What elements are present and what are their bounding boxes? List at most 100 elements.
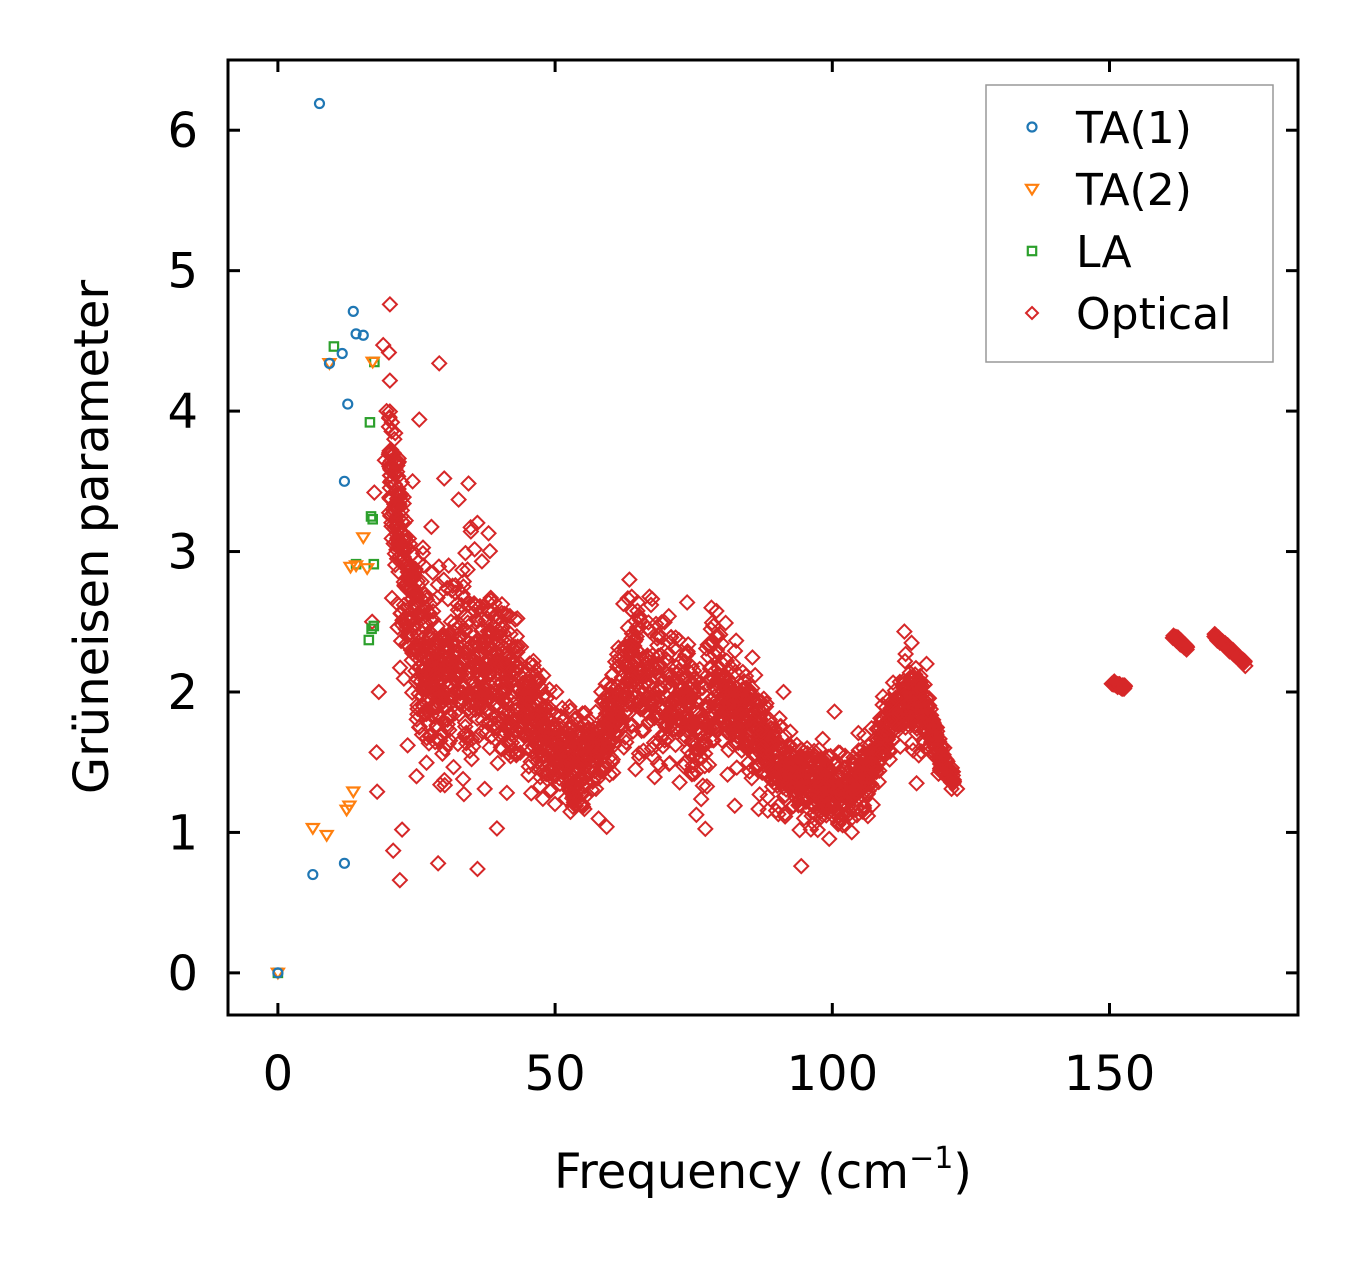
optical-point (648, 630, 666, 647)
ta2-point (304, 822, 321, 836)
optical-point (501, 674, 519, 692)
optical-point (363, 613, 381, 631)
optical-point (386, 556, 404, 574)
optical-point (649, 637, 666, 654)
y-axis-label: Grüneisen parameter (64, 280, 120, 795)
optical-point (765, 720, 783, 737)
optical-point (388, 500, 405, 518)
optical-point (434, 632, 452, 649)
optical-point (692, 748, 710, 765)
optical-point (642, 596, 660, 614)
optical-point (446, 671, 463, 689)
optical-point (543, 721, 560, 739)
optical-point (424, 564, 442, 581)
optical-point (616, 652, 634, 670)
optical-point (910, 678, 928, 695)
ta2-point (345, 786, 362, 800)
x-axis-label: Frequency (cm−1) (554, 1141, 972, 1200)
optical-point (470, 727, 488, 745)
optical-point (661, 634, 679, 651)
optical-point (509, 638, 527, 656)
optical-point (855, 797, 873, 815)
optical-point (402, 641, 420, 659)
optical-point (393, 616, 411, 634)
optical-point (381, 295, 399, 313)
optical-point (589, 744, 607, 762)
optical-point (874, 696, 892, 714)
optical-point (370, 683, 388, 701)
optical-point (442, 613, 460, 631)
la-point (328, 341, 340, 352)
optical-point (487, 606, 505, 624)
optical-point (685, 715, 703, 733)
optical-point (525, 652, 542, 670)
optical-point (418, 705, 435, 723)
optical-point (457, 724, 475, 742)
optical-point (514, 676, 532, 694)
optical-point (825, 808, 843, 826)
optical-point (626, 612, 644, 630)
optical-point (622, 656, 639, 674)
optical-point (564, 798, 582, 816)
optical-point (512, 638, 530, 656)
optical-point (787, 756, 805, 774)
optical-point (661, 665, 679, 683)
optical-point (1116, 678, 1134, 695)
optical-point (700, 756, 718, 774)
optical-point (809, 821, 827, 839)
optical-point (703, 634, 721, 652)
optical-point (574, 776, 592, 794)
optical-point (587, 753, 605, 771)
optical-point (480, 524, 497, 542)
ta2-point (355, 532, 372, 545)
x-tick-label: 0 (263, 1046, 294, 1102)
optical-point (557, 722, 574, 740)
optical-point (431, 776, 449, 794)
la-point (367, 513, 378, 525)
optical-point (703, 599, 720, 617)
optical-point (718, 723, 736, 741)
optical-point (395, 670, 413, 687)
optical-point (471, 655, 489, 673)
optical-point (903, 734, 921, 752)
optical-point (508, 610, 526, 627)
optical-point (707, 602, 725, 620)
optical-point (620, 672, 638, 690)
optical-point (454, 561, 471, 579)
optical-point (743, 649, 761, 666)
optical-point (919, 699, 937, 717)
optical-point (630, 745, 648, 762)
optical-point (1236, 657, 1254, 675)
optical-point (466, 540, 484, 558)
series-ta2 (269, 356, 381, 981)
optical-point (651, 756, 669, 774)
optical-point (842, 775, 860, 793)
optical-point (630, 607, 648, 625)
legend-label: TA(2) (1075, 165, 1192, 216)
optical-point (692, 732, 710, 749)
optical-point (455, 785, 473, 803)
optical-point (479, 650, 497, 668)
optical-point (699, 636, 717, 654)
optical-point (885, 715, 903, 733)
optical-point (480, 688, 497, 706)
optical-point (415, 557, 433, 575)
optical-point (657, 651, 675, 668)
optical-point (826, 778, 844, 796)
optical-point (506, 638, 524, 656)
optical-point (489, 754, 507, 772)
optical-point (630, 668, 647, 686)
optical-point (752, 722, 770, 739)
optical-point (485, 666, 503, 684)
optical-point (374, 336, 392, 354)
optical-point (621, 641, 639, 659)
optical-point (456, 643, 474, 661)
optical-point (504, 713, 522, 731)
legend-label: LA (1076, 227, 1132, 278)
optical-point (520, 758, 538, 776)
optical-point (891, 673, 909, 691)
optical-point (450, 491, 468, 508)
plot-frame (226, 58, 1300, 1017)
axis-ticks (228, 60, 1298, 1015)
optical-point (795, 809, 813, 827)
